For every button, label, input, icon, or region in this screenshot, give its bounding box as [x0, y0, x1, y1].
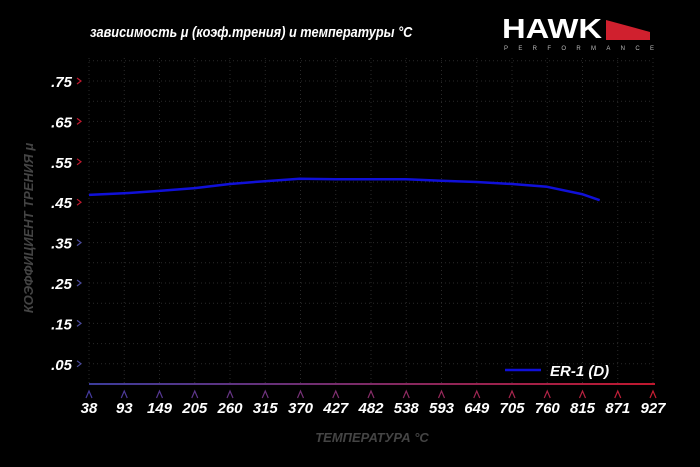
x-tick-marker [508, 389, 516, 399]
series-line-er1 [88, 177, 601, 202]
y-tick-marker [76, 360, 82, 368]
x-tick-label: 593 [429, 400, 455, 417]
x-tick-marker [473, 389, 481, 399]
legend-label: ER-1 (D) [550, 363, 609, 380]
y-tick-marker [76, 239, 82, 247]
y-tick-label: .15 [51, 316, 73, 333]
x-tick-label: 760 [535, 400, 561, 417]
x-tick-marker [437, 389, 446, 399]
y-tick-label: .05 [51, 357, 73, 374]
x-tick-marker [226, 389, 234, 399]
x-axis-label: ТЕМПЕРАТУРА °C [315, 430, 429, 445]
x-tick-marker [155, 389, 164, 399]
x-tick-label: 370 [288, 400, 314, 417]
x-tick-marker [120, 389, 128, 399]
y-tick-label: .45 [51, 195, 73, 212]
x-tick-label: 93 [116, 400, 133, 417]
x-tick-label: 149 [147, 400, 173, 417]
x-tick-marker [261, 389, 269, 399]
x-tick-marker [649, 389, 657, 399]
y-tick-marker [76, 198, 82, 206]
y-tick-marker [76, 158, 82, 166]
svg-text:PERFORMANCE: PERFORMANCE [504, 46, 654, 52]
y-tick-label: .75 [51, 74, 73, 91]
x-tick-label: 815 [570, 400, 596, 417]
x-tick-marker [296, 389, 305, 399]
x-tick-marker [402, 389, 410, 399]
x-tick-label: 538 [394, 400, 420, 417]
x-axis [89, 383, 655, 385]
y-tick-marker [76, 279, 82, 287]
y-tick-marker [76, 77, 82, 85]
x-tick-marker [191, 389, 199, 399]
y-tick-label: .55 [51, 155, 73, 172]
x-tick-marker [367, 389, 375, 399]
x-tick-marker [578, 389, 587, 399]
x-tick-marker [543, 389, 551, 399]
x-tick-label: 38 [81, 400, 98, 417]
x-tick-marker [85, 389, 93, 399]
y-tick-label: .35 [51, 236, 73, 253]
svg-text:HAWK: HAWK [502, 13, 602, 44]
y-tick-label: .65 [51, 114, 73, 131]
y-tick-marker [76, 319, 82, 327]
x-tick-label: 871 [605, 400, 630, 417]
x-tick-label: 205 [181, 400, 208, 417]
chart-title: зависимость μ (коэф.трения) и температур… [90, 24, 413, 41]
x-tick-label: 260 [216, 400, 243, 417]
x-tick-label: 705 [499, 400, 525, 417]
x-tick-label: 482 [357, 400, 384, 417]
y-axis-label: КОЭФФИЦИЕНТ ТРЕНИЯ μ [21, 143, 36, 313]
y-tick-marker [76, 117, 82, 125]
x-tick-marker [332, 389, 340, 399]
x-tick-label: 649 [464, 400, 490, 417]
y-tick-label: .25 [51, 276, 73, 293]
x-tick-label: 315 [253, 400, 279, 417]
x-tick-label: 427 [322, 400, 349, 417]
x-tick-marker [614, 389, 622, 399]
hawk-performance-logo: HAWK PERFORMANCE [502, 13, 654, 52]
x-tick-label: 927 [640, 400, 666, 417]
